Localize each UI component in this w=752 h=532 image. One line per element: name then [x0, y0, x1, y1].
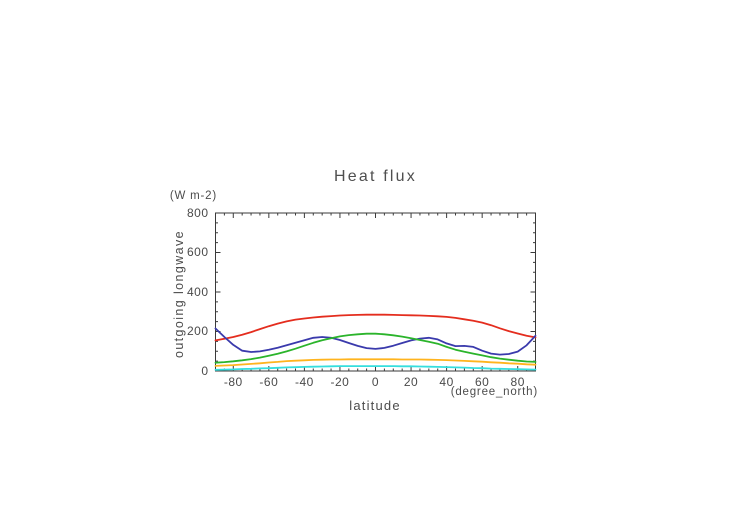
green-curve-line: [214, 332, 537, 364]
y-axis-unit-label: (W m-2): [169, 190, 217, 202]
x-tick-label: -80: [223, 375, 243, 389]
y-tick-label: 800: [186, 205, 209, 220]
x-tick-label: 80: [510, 375, 525, 389]
red-curve-line: [214, 313, 537, 342]
x-tick-label: 40: [439, 375, 454, 389]
dark-blue-curve-line: [214, 327, 537, 356]
x-tick-label: 20: [403, 375, 419, 389]
x-tick-label: -60: [259, 375, 279, 389]
y-tick-label: 0: [201, 363, 209, 378]
x-tick-label: -40: [294, 375, 314, 389]
axis-frame: [215, 212, 536, 372]
chart-title: Heat flux: [334, 168, 417, 185]
cyan-curve-line: [214, 365, 537, 371]
y-tick-label: 600: [186, 245, 209, 259]
x-tick-label: -20: [330, 375, 350, 389]
x-tick-label: 60: [474, 375, 490, 389]
y-tick-label: 200: [186, 324, 209, 338]
x-axis-unit-label: (degree_north): [450, 386, 538, 398]
x-tick-label: 0: [371, 375, 380, 389]
y-tick-label: 400: [186, 284, 209, 299]
x-axis-title: latitude: [349, 398, 401, 413]
orange-curve-line: [214, 358, 537, 367]
